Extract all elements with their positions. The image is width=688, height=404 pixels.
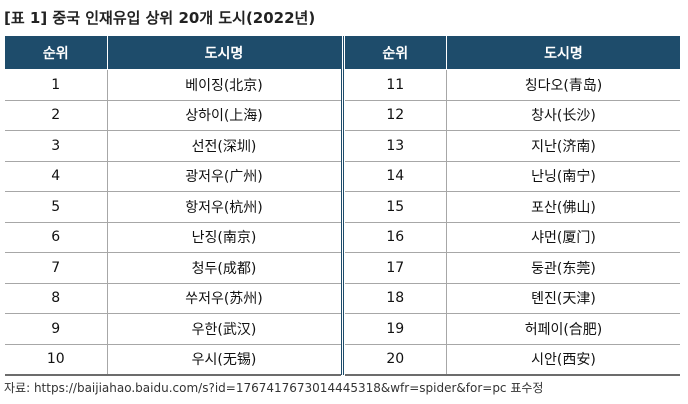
city-cell: 상하이(上海) xyxy=(107,100,341,131)
city-cell: 칭다오(青岛) xyxy=(446,69,680,101)
rank-cell: 3 xyxy=(5,130,108,162)
rank-cell: 8 xyxy=(5,283,108,314)
city-cell: 우한(武汉) xyxy=(107,313,341,345)
right-rows: 11 칭다오(青岛) 12 창사(长沙) 13 지난(济南) 14 난닝(南宁) 15 포산(佛山… xyxy=(344,69,680,376)
table-row: 20 시안(西安) xyxy=(344,344,680,376)
city-cell: 포산(佛山) xyxy=(446,191,680,223)
city-cell: 난닝(南宁) xyxy=(446,161,680,192)
city-cell: 항저우(杭州) xyxy=(107,191,341,223)
rank-cell: 18 xyxy=(344,283,447,314)
table-left-half: 순위 도시명 1 베이징(北京) 2 상하이(上海) 3 선전(深圳) 4 광저우(广州) 5 항… xyxy=(5,36,344,376)
table-row: 2 상하이(上海) xyxy=(5,100,341,131)
city-cell: 쑤저우(苏州) xyxy=(107,283,341,314)
city-cell: 청두(成都) xyxy=(107,252,341,284)
city-cell: 창사(长沙) xyxy=(446,100,680,131)
rank-header: 순위 xyxy=(5,36,108,70)
table-row: 8 쑤저우(苏州) xyxy=(5,283,341,314)
rank-cell: 1 xyxy=(5,69,108,101)
city-cell: 시안(西安) xyxy=(446,344,680,376)
table-row: 6 난징(南京) xyxy=(5,222,341,253)
rank-cell: 14 xyxy=(344,161,447,192)
table-row: 16 샤먼(厦门) xyxy=(344,222,680,253)
rank-cell: 19 xyxy=(344,313,447,345)
table-row: 14 난닝(南宁) xyxy=(344,161,680,192)
table-row: 4 광저우(广州) xyxy=(5,161,341,192)
city-cell: 선전(深圳) xyxy=(107,130,341,162)
table-row: 9 우한(武汉) xyxy=(5,313,341,345)
header-row: 순위 도시명 xyxy=(5,36,341,70)
table-row: 18 톈진(天津) xyxy=(344,283,680,314)
rank-cell: 2 xyxy=(5,100,108,131)
rank-header: 순위 xyxy=(344,36,447,70)
rank-cell: 4 xyxy=(5,161,108,192)
table-row: 19 허페이(合肥) xyxy=(344,313,680,345)
table-row: 15 포산(佛山) xyxy=(344,191,680,223)
rank-cell: 12 xyxy=(344,100,447,131)
rank-cell: 9 xyxy=(5,313,108,345)
left-rows: 1 베이징(北京) 2 상하이(上海) 3 선전(深圳) 4 광저우(广州) 5 항저우(杭州) 6… xyxy=(5,69,341,376)
rank-cell: 17 xyxy=(344,252,447,284)
table-row: 10 우시(无锡) xyxy=(5,344,341,376)
table-row: 1 베이징(北京) xyxy=(5,69,341,101)
table-row: 12 창사(长沙) xyxy=(344,100,680,131)
table-row: 5 항저우(杭州) xyxy=(5,191,341,223)
city-header: 도시명 xyxy=(446,36,680,70)
rank-cell: 7 xyxy=(5,252,108,284)
table-right-half: 순위 도시명 11 칭다오(青岛) 12 창사(长沙) 13 지난(济南) 14 난닝(南宁)… xyxy=(344,36,680,376)
table-row: 13 지난(济南) xyxy=(344,130,680,162)
city-cell: 난징(南京) xyxy=(107,222,341,253)
city-cell: 광저우(广州) xyxy=(107,161,341,192)
rank-cell: 16 xyxy=(344,222,447,253)
city-cell: 지난(济南) xyxy=(446,130,680,162)
source-note: 자료: https://baijiahao.baidu.com/s?id=176… xyxy=(4,381,544,395)
city-header: 도시명 xyxy=(107,36,341,70)
table-row: 3 선전(深圳) xyxy=(5,130,341,162)
rank-cell: 15 xyxy=(344,191,447,223)
city-cell: 허페이(合肥) xyxy=(446,313,680,345)
rank-cell: 10 xyxy=(5,344,108,376)
city-cell: 둥관(东莞) xyxy=(446,252,680,284)
rank-cell: 5 xyxy=(5,191,108,223)
rank-cell: 13 xyxy=(344,130,447,162)
city-ranking-table: 순위 도시명 1 베이징(北京) 2 상하이(上海) 3 선전(深圳) 4 광저우(广州) 5 항… xyxy=(5,36,680,376)
table-title: [표 1] 중국 인재유입 상위 20개 도시(2022년) xyxy=(4,9,316,27)
table-row: 7 청두(成都) xyxy=(5,252,341,284)
city-cell: 베이징(北京) xyxy=(107,69,341,101)
table-row: 17 둥관(东莞) xyxy=(344,252,680,284)
rank-cell: 20 xyxy=(344,344,447,376)
header-row: 순위 도시명 xyxy=(344,36,680,70)
city-cell: 샤먼(厦门) xyxy=(446,222,680,253)
city-cell: 톈진(天津) xyxy=(446,283,680,314)
rank-cell: 11 xyxy=(344,69,447,101)
city-cell: 우시(无锡) xyxy=(107,344,341,376)
rank-cell: 6 xyxy=(5,222,108,253)
table-row: 11 칭다오(青岛) xyxy=(344,69,680,101)
